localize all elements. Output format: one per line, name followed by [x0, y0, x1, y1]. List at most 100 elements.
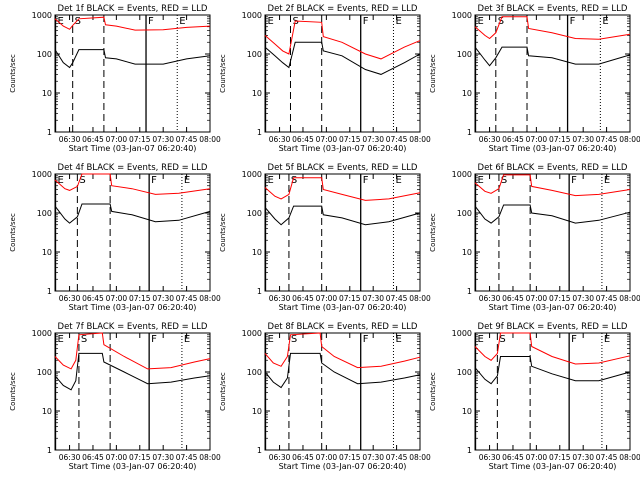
- x-tick-label: 06:30: [479, 453, 501, 462]
- x-tick-label: 07:00: [316, 453, 338, 462]
- y-tick-label: 1: [257, 446, 262, 455]
- chart-title: Det 3f BLACK = Events, RED = LLD: [478, 4, 628, 14]
- series-line-red: [474, 332, 631, 365]
- y-tick-label: 1: [467, 446, 472, 455]
- y-axis-label: Counts/sec: [219, 54, 227, 93]
- chart-title: Det 6f BLACK = Events, RED = LLD: [478, 163, 628, 173]
- event-marker-label: E: [58, 175, 64, 186]
- x-tick-label: 08:00: [619, 453, 640, 462]
- series-line-red: [264, 177, 421, 201]
- y-tick-label: 10: [462, 248, 472, 257]
- y-tick-label: 1: [47, 287, 52, 296]
- x-tick-label: 06:45: [292, 294, 314, 303]
- x-tick-label: 07:15: [339, 453, 361, 462]
- y-axis-label: Counts/sec: [219, 372, 227, 411]
- series-line-red: [54, 16, 211, 31]
- x-tick-label: 07:15: [549, 294, 571, 303]
- x-axis-label: Start Time (03-Jan-07 06:20:40): [279, 303, 407, 312]
- x-tick-label: 06:45: [502, 453, 524, 462]
- chart-title: Det 1f BLACK = Events, RED = LLD: [58, 4, 208, 14]
- event-marker-label: F: [151, 175, 157, 186]
- x-tick-label: 06:30: [59, 135, 81, 144]
- x-axis-label: Start Time (03-Jan-07 06:20:40): [489, 462, 617, 471]
- event-marker-label: S: [291, 175, 297, 186]
- series-line-red: [264, 332, 421, 369]
- chart-panel-3: Det 3f BLACK = Events, RED = LLD Counts/s…: [429, 4, 640, 153]
- x-tick-label: 07:30: [362, 135, 384, 144]
- x-tick-label: 06:30: [59, 453, 81, 462]
- x-tick-label: 08:00: [619, 294, 640, 303]
- x-tick-label: 08:00: [409, 135, 431, 144]
- x-tick-label: 08:00: [409, 453, 431, 462]
- y-tick-label: 1000: [32, 11, 52, 20]
- event-marker-label: E: [478, 334, 484, 345]
- x-tick-label: 07:30: [152, 294, 174, 303]
- event-marker-label: F: [151, 334, 157, 345]
- event-marker-label: E: [395, 334, 401, 345]
- y-tick-label: 1000: [242, 170, 262, 179]
- x-tick-label: 07:30: [152, 135, 174, 144]
- x-tick-label: 07:15: [549, 135, 571, 144]
- y-tick-label: 1000: [242, 11, 262, 20]
- x-tick-label: 07:15: [549, 453, 571, 462]
- series-line-black: [264, 41, 421, 75]
- chart-panel-6: Det 6f BLACK = Events, RED = LLD Counts/s…: [429, 163, 640, 312]
- y-tick-label: 100: [457, 368, 472, 377]
- x-tick-label: 07:30: [572, 294, 594, 303]
- y-axis-label: Counts/sec: [9, 213, 17, 252]
- event-marker-label: E: [184, 175, 190, 186]
- event-marker-label: F: [363, 16, 369, 27]
- series-line-red: [54, 173, 211, 195]
- y-tick-label: 100: [37, 368, 52, 377]
- event-marker-label: F: [148, 16, 154, 27]
- event-marker-label: E: [268, 175, 274, 186]
- event-marker-label: E: [395, 16, 401, 27]
- x-tick-label: 06:45: [292, 453, 314, 462]
- y-axis-label: Counts/sec: [9, 54, 17, 93]
- x-axis-label: Start Time (03-Jan-07 06:20:40): [279, 144, 407, 153]
- x-tick-label: 06:30: [479, 294, 501, 303]
- event-marker-label: S: [79, 175, 85, 186]
- x-tick-label: 07:30: [362, 294, 384, 303]
- y-tick-label: 1: [257, 128, 262, 137]
- series-line-black: [264, 352, 421, 389]
- series-line-black: [264, 205, 421, 226]
- y-tick-label: 10: [462, 407, 472, 416]
- x-axis-label: Start Time (03-Jan-07 06:20:40): [489, 303, 617, 312]
- x-tick-label: 07:30: [152, 453, 174, 462]
- series-line-black: [474, 204, 631, 224]
- event-marker-label: E: [478, 16, 484, 27]
- y-tick-label: 1: [467, 128, 472, 137]
- x-axis-label: Start Time (03-Jan-07 06:20:40): [69, 144, 197, 153]
- y-axis-label: Counts/sec: [429, 372, 437, 411]
- y-tick-label: 1000: [452, 170, 472, 179]
- event-marker-label: S: [499, 334, 505, 345]
- event-marker-label: S: [81, 334, 87, 345]
- x-tick-label: 07:45: [386, 453, 408, 462]
- y-tick-label: 100: [457, 209, 472, 218]
- x-tick-label: 07:30: [572, 453, 594, 462]
- y-tick-label: 100: [247, 368, 262, 377]
- y-tick-label: 10: [252, 407, 262, 416]
- chart-panel-1: Det 1f BLACK = Events, RED = LLD Counts/s…: [9, 4, 221, 153]
- x-tick-label: 06:45: [292, 135, 314, 144]
- y-tick-label: 10: [42, 407, 52, 416]
- event-marker-label: E: [268, 334, 274, 345]
- x-tick-label: 07:15: [339, 294, 361, 303]
- series-line-black: [54, 352, 211, 391]
- y-axis-label: Counts/sec: [429, 213, 437, 252]
- x-tick-label: 07:45: [596, 453, 618, 462]
- event-marker-label: E: [604, 175, 610, 186]
- x-tick-label: 06:45: [502, 135, 524, 144]
- y-tick-label: 100: [457, 50, 472, 59]
- y-tick-label: 100: [37, 209, 52, 218]
- event-marker-label: F: [570, 16, 576, 27]
- y-tick-label: 1: [257, 287, 262, 296]
- y-tick-label: 10: [42, 248, 52, 257]
- series-line-black: [54, 203, 211, 224]
- series-line-black: [474, 46, 631, 67]
- event-marker-label: S: [501, 175, 507, 186]
- x-tick-label: 06:45: [82, 135, 104, 144]
